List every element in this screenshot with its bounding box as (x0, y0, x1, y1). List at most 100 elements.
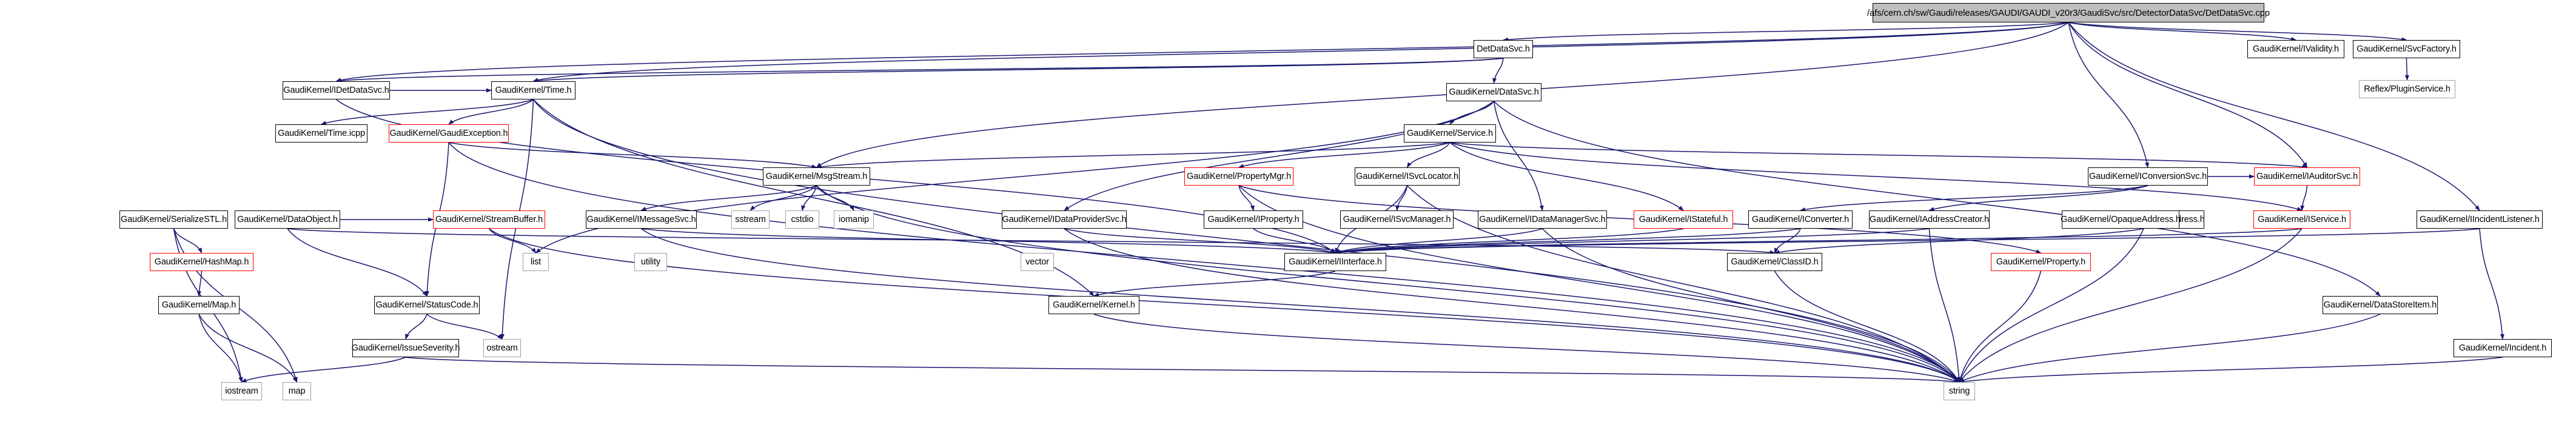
graph-node-gaudikernel-classid-h[interactable]: GaudiKernel/ClassID.h (1727, 253, 1822, 271)
graph-node-label: GaudiKernel/IStateful.h (1639, 214, 1728, 224)
graph-node-label: GaudiKernel/DataStoreItem.h (2323, 300, 2437, 310)
graph-node-gaudikernel-datasvc-h[interactable]: GaudiKernel/DataSvc.h (1446, 83, 1541, 101)
graph-node-gaudikernel-incident-h[interactable]: GaudiKernel/Incident.h (2454, 339, 2552, 357)
graph-node-label: GaudiKernel/MsgStream.h (765, 171, 868, 181)
graph-node-cstdio[interactable]: cstdio (785, 210, 819, 229)
graph-node-label: cstdio (791, 214, 814, 224)
graph-node-label: GaudiKernel/ISvcManager.h (1343, 214, 1451, 224)
graph-edge (1064, 228, 1960, 383)
graph-node-gaudikernel-opaqueaddress-h[interactable]: GaudiKernel/OpaqueAddress.h (2061, 210, 2181, 229)
graph-edge (488, 228, 537, 254)
graph-node-gaudikernel-service-h[interactable]: GaudiKernel/Service.h (1404, 124, 1496, 143)
graph-node-gaudikernel-dataobject-h[interactable]: GaudiKernel/DataObject.h (235, 210, 340, 229)
graph-node-gaudikernel-gaudiexception-h[interactable]: GaudiKernel/GaudiException.h (389, 124, 509, 143)
graph-node-gaudikernel-streambuffer-h[interactable]: GaudiKernel/StreamBuffer.h (433, 210, 545, 229)
graph-node-afs-cern-ch-sw-gaudi-releases-gaudi-gaudi-v20r3-gaudisvc-src[interactable]: /afs/cern.ch/sw/Gaudi/releases/GAUDI/GAU… (1867, 3, 2270, 22)
graph-node-gaudikernel-property-h[interactable]: GaudiKernel/Property.h (1991, 253, 2091, 271)
graph-edge (532, 22, 2069, 82)
graph-edge (640, 185, 817, 211)
graph-node-label: GaudiKernel/Map.h (161, 300, 236, 310)
graph-node-gaudikernel-serializestl-h[interactable]: GaudiKernel/SerializeSTL.h (119, 210, 228, 229)
graph-node-label: GaudiKernel/GaudiException.h (389, 128, 508, 138)
graph-node-gaudikernel-isvclocator-h[interactable]: GaudiKernel/ISvcLocator.h (1355, 167, 1460, 186)
graph-edge (816, 142, 1451, 169)
graph-node-label: sstream (735, 214, 766, 224)
graph-node-gaudikernel-idataprovidersvc-h[interactable]: GaudiKernel/IDataProviderSvc.h (1002, 210, 1127, 229)
graph-edge (198, 314, 298, 383)
graph-node-iomanip[interactable]: iomanip (834, 210, 874, 229)
graph-node-gaudikernel-time-h[interactable]: GaudiKernel/Time.h (491, 81, 575, 99)
graph-edge (2479, 228, 2504, 340)
graph-edge (2068, 22, 2149, 168)
graph-edge (1253, 228, 1336, 254)
edges-group (173, 22, 2504, 384)
graph-node-vector[interactable]: vector (1021, 253, 1054, 271)
graph-node-label: GaudiKernel/Property.h (1996, 257, 2086, 267)
graph-node-label: /afs/cern.ch/sw/Gaudi/releases/GAUDI/GAU… (1867, 7, 2270, 18)
graph-node-gaudikernel-ivalidity-h[interactable]: GaudiKernel/IValidity.h (2247, 40, 2344, 58)
graph-node-list[interactable]: list (523, 253, 549, 271)
graph-node-gaudikernel-iconverter-h[interactable]: GaudiKernel/IConverter.h (1748, 210, 1853, 229)
graph-edge (1449, 142, 2308, 169)
graph-node-gaudikernel-idatamanagersvc-h[interactable]: GaudiKernel/IDataManagerSvc.h (1478, 210, 1607, 229)
graph-node-gaudikernel-time-icpp[interactable]: GaudiKernel/Time.icpp (275, 124, 367, 143)
graph-node-label: GaudiKernel/Service.h (1407, 128, 1493, 138)
graph-node-gaudikernel-statuscode-h[interactable]: GaudiKernel/StatusCode.h (374, 296, 480, 314)
graph-node-gaudikernel-iproperty-h[interactable]: GaudiKernel/IProperty.h (1204, 210, 1303, 229)
graph-edge (2068, 22, 2407, 42)
graph-edge (1959, 228, 2303, 383)
graph-edge (1449, 101, 1495, 125)
graph-node-sstream[interactable]: sstream (731, 210, 770, 229)
graph-edge (1503, 22, 2069, 42)
graph-node-label: map (288, 386, 306, 396)
graph-node-map[interactable]: map (283, 382, 311, 400)
graph-node-label: GaudiKernel/Incident.h (2458, 343, 2547, 353)
graph-node-label: GaudiKernel/IDetDataSvc.h (283, 85, 389, 95)
graph-node-label: GaudiKernel/StreamBuffer.h (435, 214, 543, 224)
graph-node-gaudikernel-kernel-h[interactable]: GaudiKernel/Kernel.h (1048, 296, 1139, 314)
graph-edge (1493, 101, 2381, 297)
graph-node-gaudikernel-isvcmanager-h[interactable]: GaudiKernel/ISvcManager.h (1340, 210, 1454, 229)
graph-node-gaudikernel-iservice-h[interactable]: GaudiKernel/IService.h (2253, 210, 2350, 229)
graph-node-label: GaudiKernel/IssueSeverity.h (351, 343, 460, 353)
graph-node-gaudikernel-hashmap-h[interactable]: GaudiKernel/HashMap.h (150, 253, 253, 271)
graph-node-iostream[interactable]: iostream (221, 382, 262, 400)
graph-node-string[interactable]: string (1944, 382, 1975, 400)
graph-node-gaudikernel-imessagesvc-h[interactable]: GaudiKernel/IMessageSvc.h (586, 210, 697, 229)
graph-edge (448, 142, 817, 169)
graph-edge (1064, 228, 1336, 254)
graph-edge (1959, 357, 2503, 384)
graph-node-label: GaudiKernel/IProperty.h (1207, 214, 1300, 224)
graph-node-label: GaudiKernel/IDataProviderSvc.h (1002, 214, 1127, 224)
graph-node-gaudikernel-datastoreitem-h[interactable]: GaudiKernel/DataStoreItem.h (2323, 296, 2438, 314)
graph-node-gaudikernel-iaddresscreator-h[interactable]: GaudiKernel/IAddressCreator.h (1869, 210, 1990, 229)
graph-edge (321, 99, 534, 125)
graph-edge (405, 314, 428, 340)
graph-node-utility[interactable]: utility (634, 253, 667, 271)
graph-node-gaudikernel-istateful-h[interactable]: GaudiKernel/IStateful.h (1634, 210, 1733, 229)
graph-node-detdatasvc-h[interactable]: DetDataSvc.h (1474, 40, 1533, 58)
graph-node-gaudikernel-iinterface-h[interactable]: GaudiKernel/IInterface.h (1284, 253, 1386, 271)
graph-edge (532, 58, 1504, 83)
graph-node-gaudikernel-issueseverity-h[interactable]: GaudiKernel/IssueSeverity.h (351, 339, 460, 357)
graph-node-gaudikernel-idetdatasvc-h[interactable]: GaudiKernel/IDetDataSvc.h (283, 81, 390, 99)
graph-node-gaudikernel-propertymgr-h[interactable]: GaudiKernel/PropertyMgr.h (1184, 167, 1293, 186)
graph-edge (1800, 185, 2148, 212)
graph-node-reflex-pluginservice-h[interactable]: Reflex/PluginService.h (2359, 80, 2455, 98)
graph-node-ostream[interactable]: ostream (483, 339, 521, 357)
graph-node-label: GaudiKernel/IService.h (2258, 214, 2346, 224)
graph-node-gaudikernel-iincidentlistener-h[interactable]: GaudiKernel/IIncidentListener.h (2417, 210, 2543, 229)
graph-node-label: Reflex/PluginService.h (2364, 84, 2450, 94)
graph-edge (1449, 142, 1684, 211)
graph-edge (641, 228, 1960, 383)
graph-node-label: iostream (225, 386, 258, 396)
graph-edge (335, 58, 1504, 83)
graph-node-label: iomanip (839, 214, 869, 224)
graph-node-gaudikernel-iauditorsvc-h[interactable]: GaudiKernel/IAuditorSvc.h (2254, 167, 2360, 186)
graph-node-gaudikernel-svcfactory-h[interactable]: GaudiKernel/SvcFactory.h (2353, 40, 2460, 58)
graph-node-label: GaudiKernel/IIncidentListener.h (2420, 214, 2540, 224)
graph-node-gaudikernel-msgstream-h[interactable]: GaudiKernel/MsgStream.h (763, 167, 870, 186)
graph-node-gaudikernel-iconversionsvc-h[interactable]: GaudiKernel/IConversionSvc.h (2088, 167, 2208, 186)
graph-node-gaudikernel-map-h[interactable]: GaudiKernel/Map.h (158, 296, 240, 314)
graph-edge (2300, 185, 2308, 211)
